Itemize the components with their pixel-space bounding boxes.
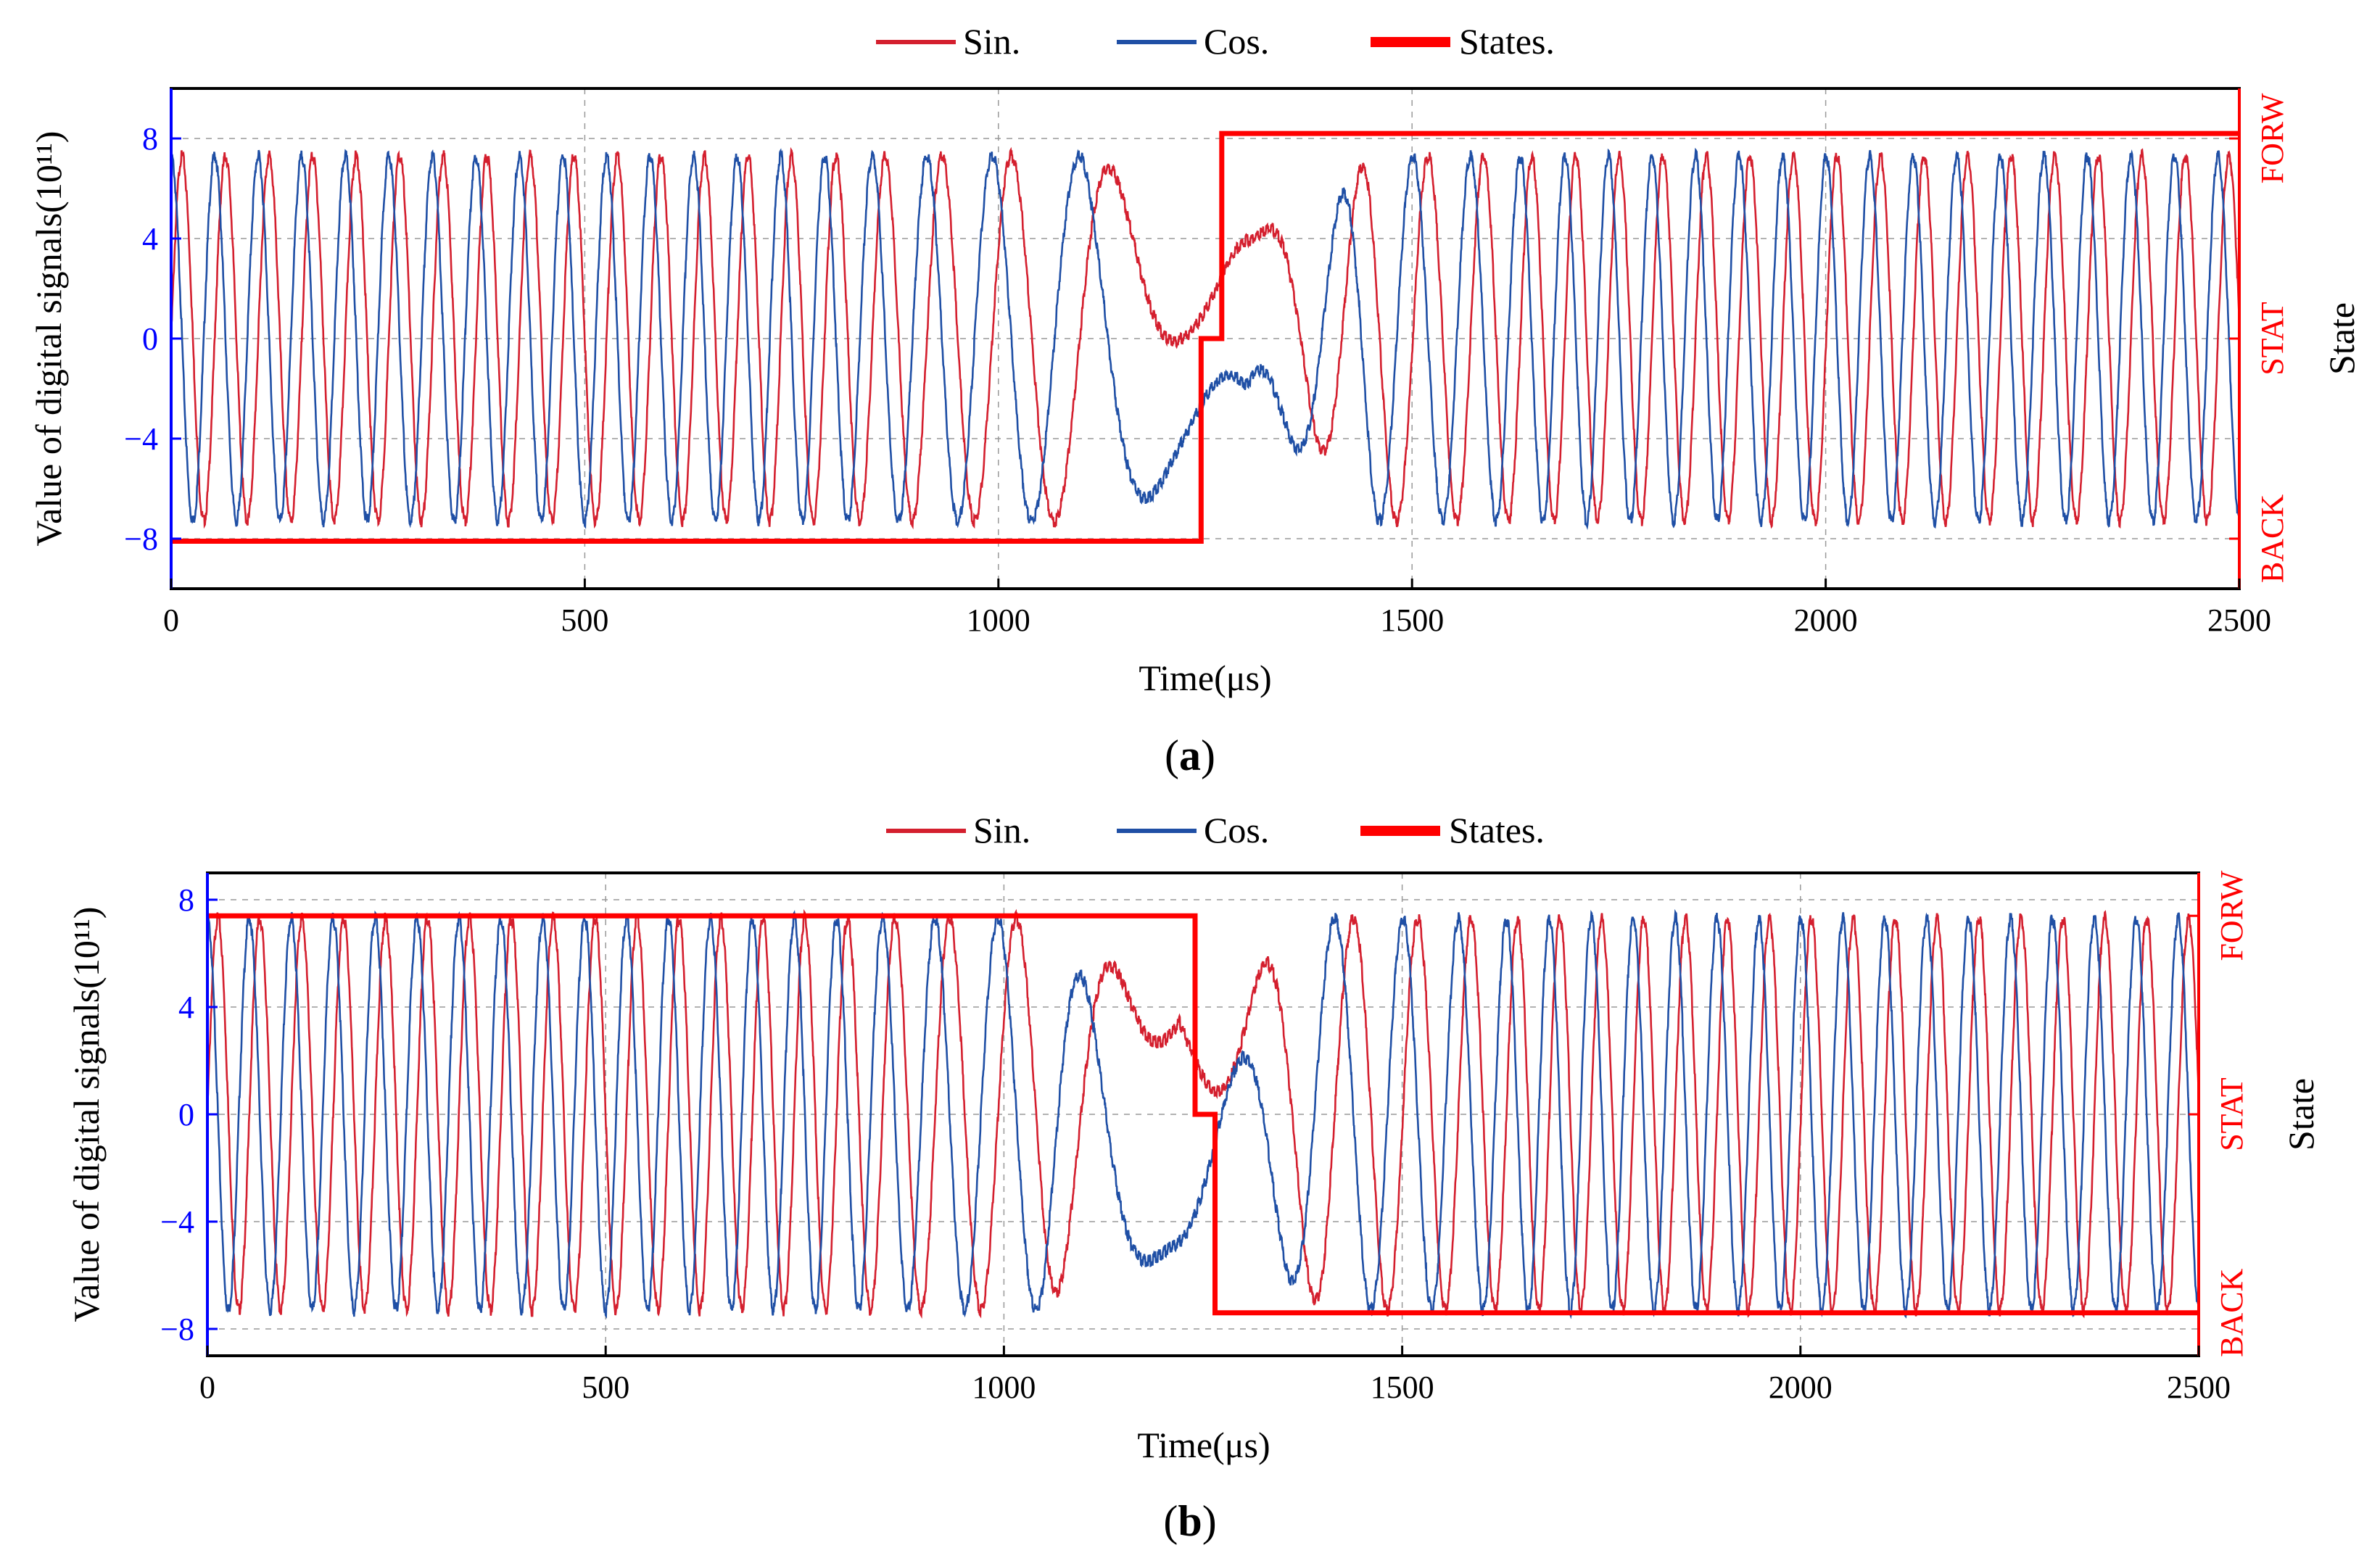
panel-b-chart: Sin. Cos. States. 0 500 1000 1500 2000 2500 −… [66, 810, 2321, 1545]
series-line-cos [206, 908, 2200, 1320]
series-line-sin [206, 908, 2200, 1319]
legend: Sin. Cos. States. [886, 810, 1545, 850]
x-axis-ticks: 0 500 1000 1500 2000 2500 [163, 579, 2271, 638]
legend-cos-label: Cos. [1204, 21, 1269, 62]
x-tick-label: 2500 [2167, 1370, 2231, 1405]
panel-label: (b) [1163, 1497, 1216, 1545]
y-tick-label: 4 [142, 221, 158, 257]
x-tick-label: 500 [582, 1370, 629, 1405]
y-tick-label: −4 [124, 421, 158, 457]
y-tick-label: 8 [178, 882, 194, 918]
legend-cos-label: Cos. [1204, 810, 1269, 850]
series-line-states [171, 130, 2239, 544]
x-axis-title: Time(μs) [1139, 658, 1271, 698]
series-line-cos [170, 147, 2241, 531]
x-tick-label: 0 [163, 602, 179, 638]
legend-states-label: States. [1459, 21, 1555, 62]
y-axis-title: Value of digital signals(10¹¹) [28, 131, 69, 547]
state-tick-label: FORW [2214, 870, 2249, 961]
legend-sin-label: Sin. [963, 21, 1020, 62]
series-line-states [207, 913, 2199, 1316]
state-tick-label: STAT [2255, 302, 2290, 376]
y-tick-label: −4 [160, 1204, 194, 1240]
y-tick-label: −8 [160, 1312, 194, 1347]
x-tick-label: 2000 [1769, 1370, 1832, 1405]
x-tick-label: 0 [199, 1370, 215, 1405]
grid [207, 873, 2199, 1356]
legend-sin-label: Sin. [973, 810, 1030, 850]
state-tick-label: BACK [2214, 1268, 2249, 1356]
y-axis-ticks: −8 −4 0 4 8 [160, 882, 218, 1347]
x-tick-label: 1500 [1380, 602, 1444, 638]
legend: Sin. Cos. States. [876, 21, 1555, 62]
plot-series [170, 130, 2241, 544]
y2-axis-title: State [2281, 1078, 2321, 1151]
y2-axis-title: State [2321, 302, 2362, 375]
y-tick-label: 0 [178, 1097, 194, 1132]
y-tick-label: 0 [142, 321, 158, 357]
state-axis-ticks: BACK STAT FORW [2189, 870, 2249, 1357]
y-axis-title: Value of digital signals(10¹¹) [66, 907, 107, 1322]
state-tick-label: BACK [2255, 494, 2290, 583]
x-tick-label: 1500 [1371, 1370, 1434, 1405]
legend-states-label: States. [1449, 810, 1545, 850]
panel-label: (a) [1165, 732, 1215, 779]
plot-series [206, 908, 2200, 1320]
state-axis-ticks: BACK STAT FORW [2229, 93, 2290, 583]
state-tick-label: FORW [2255, 93, 2290, 183]
y-tick-label: 8 [142, 121, 158, 157]
x-tick-label: 500 [561, 602, 608, 638]
x-tick-label: 2500 [2207, 602, 2271, 638]
series-line-sin [170, 146, 2241, 530]
x-tick-label: 2000 [1794, 602, 1858, 638]
state-tick-label: STAT [2214, 1077, 2249, 1151]
x-tick-label: 1000 [967, 602, 1030, 638]
y-tick-label: 4 [178, 990, 194, 1025]
panel-a-chart: Sin. Cos. States. 0 500 1000 1500 2000 2500 −… [28, 21, 2362, 779]
x-axis-ticks: 0 500 1000 1500 2000 2500 [199, 1346, 2231, 1405]
x-axis-title: Time(μs) [1137, 1425, 1270, 1465]
x-tick-label: 1000 [972, 1370, 1036, 1405]
y-tick-label: −8 [124, 521, 158, 557]
y-axis-ticks: −8 −4 0 4 8 [124, 121, 181, 557]
